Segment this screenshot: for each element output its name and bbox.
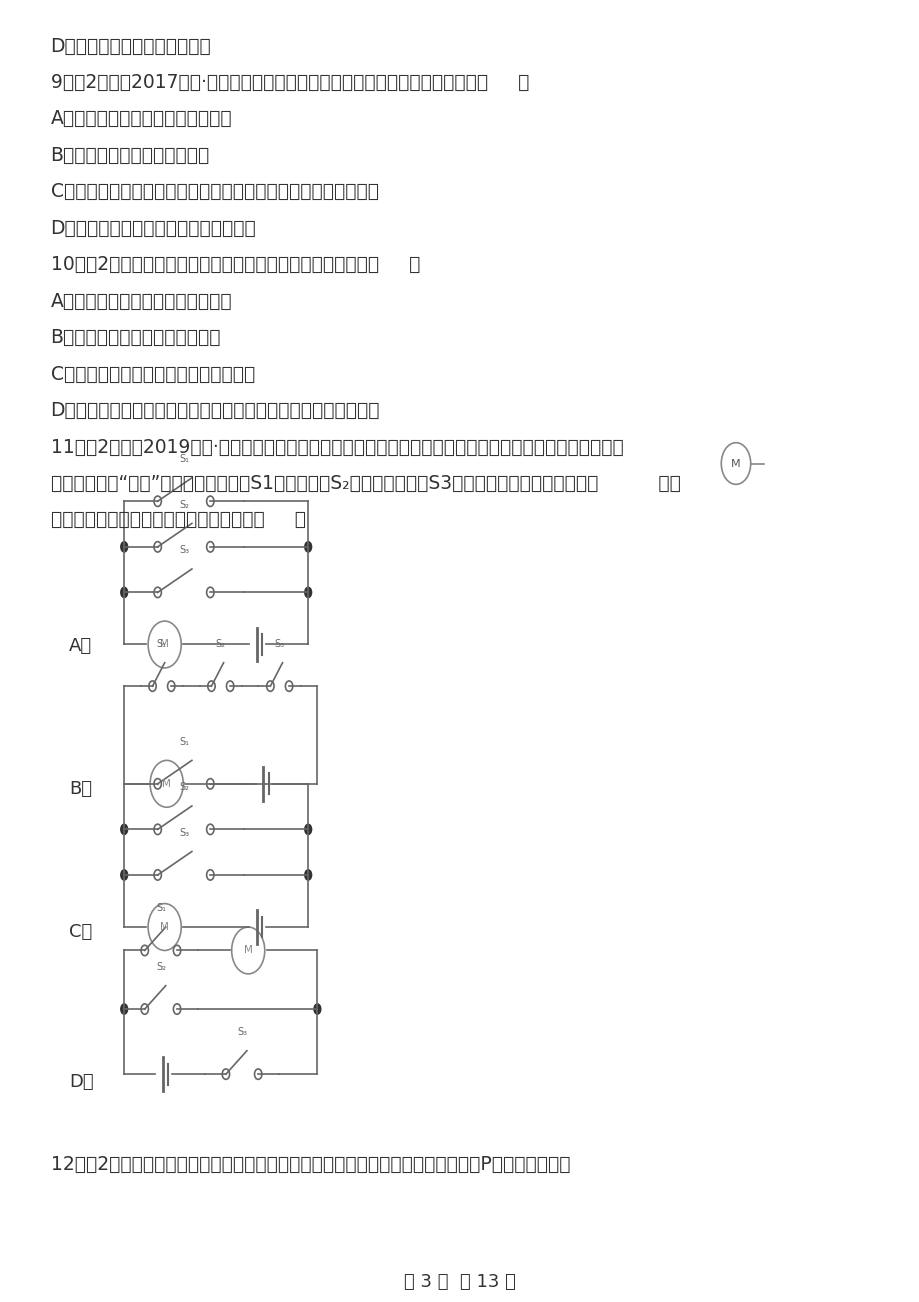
Text: S₁: S₁ [157,639,166,650]
Text: 12．（2分）如图所示的电路中，电源电压不变，开关闭合后，若滑动变阻器的滑片P向右端移动，则: 12．（2分）如图所示的电路中，电源电压不变，开关闭合后，若滑动变阻器的滑片P向… [51,1155,570,1174]
Text: S₃: S₃ [178,546,189,556]
Text: C．: C． [69,923,92,941]
Text: 10．（2分）磁体可以吸引一元硬币，这一现象的正确解释是（     ）: 10．（2分）磁体可以吸引一元硬币，这一现象的正确解释是（ ） [51,255,419,275]
Text: 第 3 页  共 13 页: 第 3 页 共 13 页 [403,1273,516,1292]
Text: 技产品，它的“鑰匙”是特定人的指纹（S1）、磁卡（S₂）或应急鑰匙（S3），三者都可以单独使电动机          工作: 技产品，它的“鑰匙”是特定人的指纹（S1）、磁卡（S₂）或应急鑰匙（S3），三者… [51,474,680,493]
Circle shape [304,824,312,836]
Text: S₁: S₁ [179,454,188,465]
Circle shape [119,586,129,599]
Text: M: M [244,945,253,956]
Text: S₂: S₂ [155,962,165,973]
Text: M: M [160,639,169,650]
Text: 而打开门锁。下列电路设计符合要求的是（     ）: 而打开门锁。下列电路设计符合要求的是（ ） [51,510,305,530]
Circle shape [119,542,129,553]
Text: D．电能表应并联接在家庭电路的干路上: D．电能表应并联接在家庭电路的干路上 [51,219,256,238]
Text: M: M [162,779,171,789]
Text: D．可能是磁体的磁性太强，磁性越强，能吸引的物质种类就越多: D．可能是磁体的磁性太强，磁性越强，能吸引的物质种类就越多 [51,401,380,421]
Circle shape [119,1003,129,1016]
Text: B．硬币一定铁做的，所以被吸引: B．硬币一定铁做的，所以被吸引 [51,328,221,348]
Circle shape [119,870,129,881]
Text: B．: B． [69,780,92,798]
Circle shape [304,870,312,881]
Text: D．: D． [69,1073,94,1091]
Text: S₃: S₃ [275,639,285,650]
Text: S₂: S₂ [179,500,188,510]
Circle shape [304,542,312,553]
Text: S₃: S₃ [178,828,189,838]
Text: S₁: S₁ [179,737,188,747]
Text: C．硬币是铝做的，磁体有时也能吸引铝: C．硬币是铝做的，磁体有时也能吸引铝 [51,365,255,384]
Text: S₃: S₃ [237,1027,247,1038]
Text: B．电压表应与被测用电器并联: B．电压表应与被测用电器并联 [51,146,210,165]
Text: S₂: S₂ [216,639,225,650]
Text: 11．（2分）（2019九上·广州期中）指纹锁是一种集光学、电子计算机、精密机械等多项技术于一体的高科: 11．（2分）（2019九上·广州期中）指纹锁是一种集光学、电子计算机、精密机械… [51,437,623,457]
Circle shape [119,824,129,836]
Text: A．电流表可以直接连接到电源两级: A．电流表可以直接连接到电源两级 [51,109,232,129]
Text: A．: A． [69,637,92,655]
Text: M: M [160,922,169,932]
Text: C．滑动变阻器任意两个接线柱接入电路，都能改变电路中的电流: C．滑动变阻器任意两个接线柱接入电路，都能改变电路中的电流 [51,182,379,202]
Text: S₁: S₁ [155,904,165,914]
Text: S₂: S₂ [179,783,188,793]
Text: A．硬币中含有的磁性材料被磁化了: A．硬币中含有的磁性材料被磁化了 [51,292,232,311]
Circle shape [312,1003,322,1016]
Text: D．抛出后正在自由上升的篹球: D．抛出后正在自由上升的篹球 [51,36,211,56]
Text: 9．（2分）（2017九上·扬州月考）下列关于电学元件使用的说法中，正确的是（     ）: 9．（2分）（2017九上·扬州月考）下列关于电学元件使用的说法中，正确的是（ … [51,73,528,92]
Text: M: M [731,458,740,469]
Circle shape [304,586,312,599]
